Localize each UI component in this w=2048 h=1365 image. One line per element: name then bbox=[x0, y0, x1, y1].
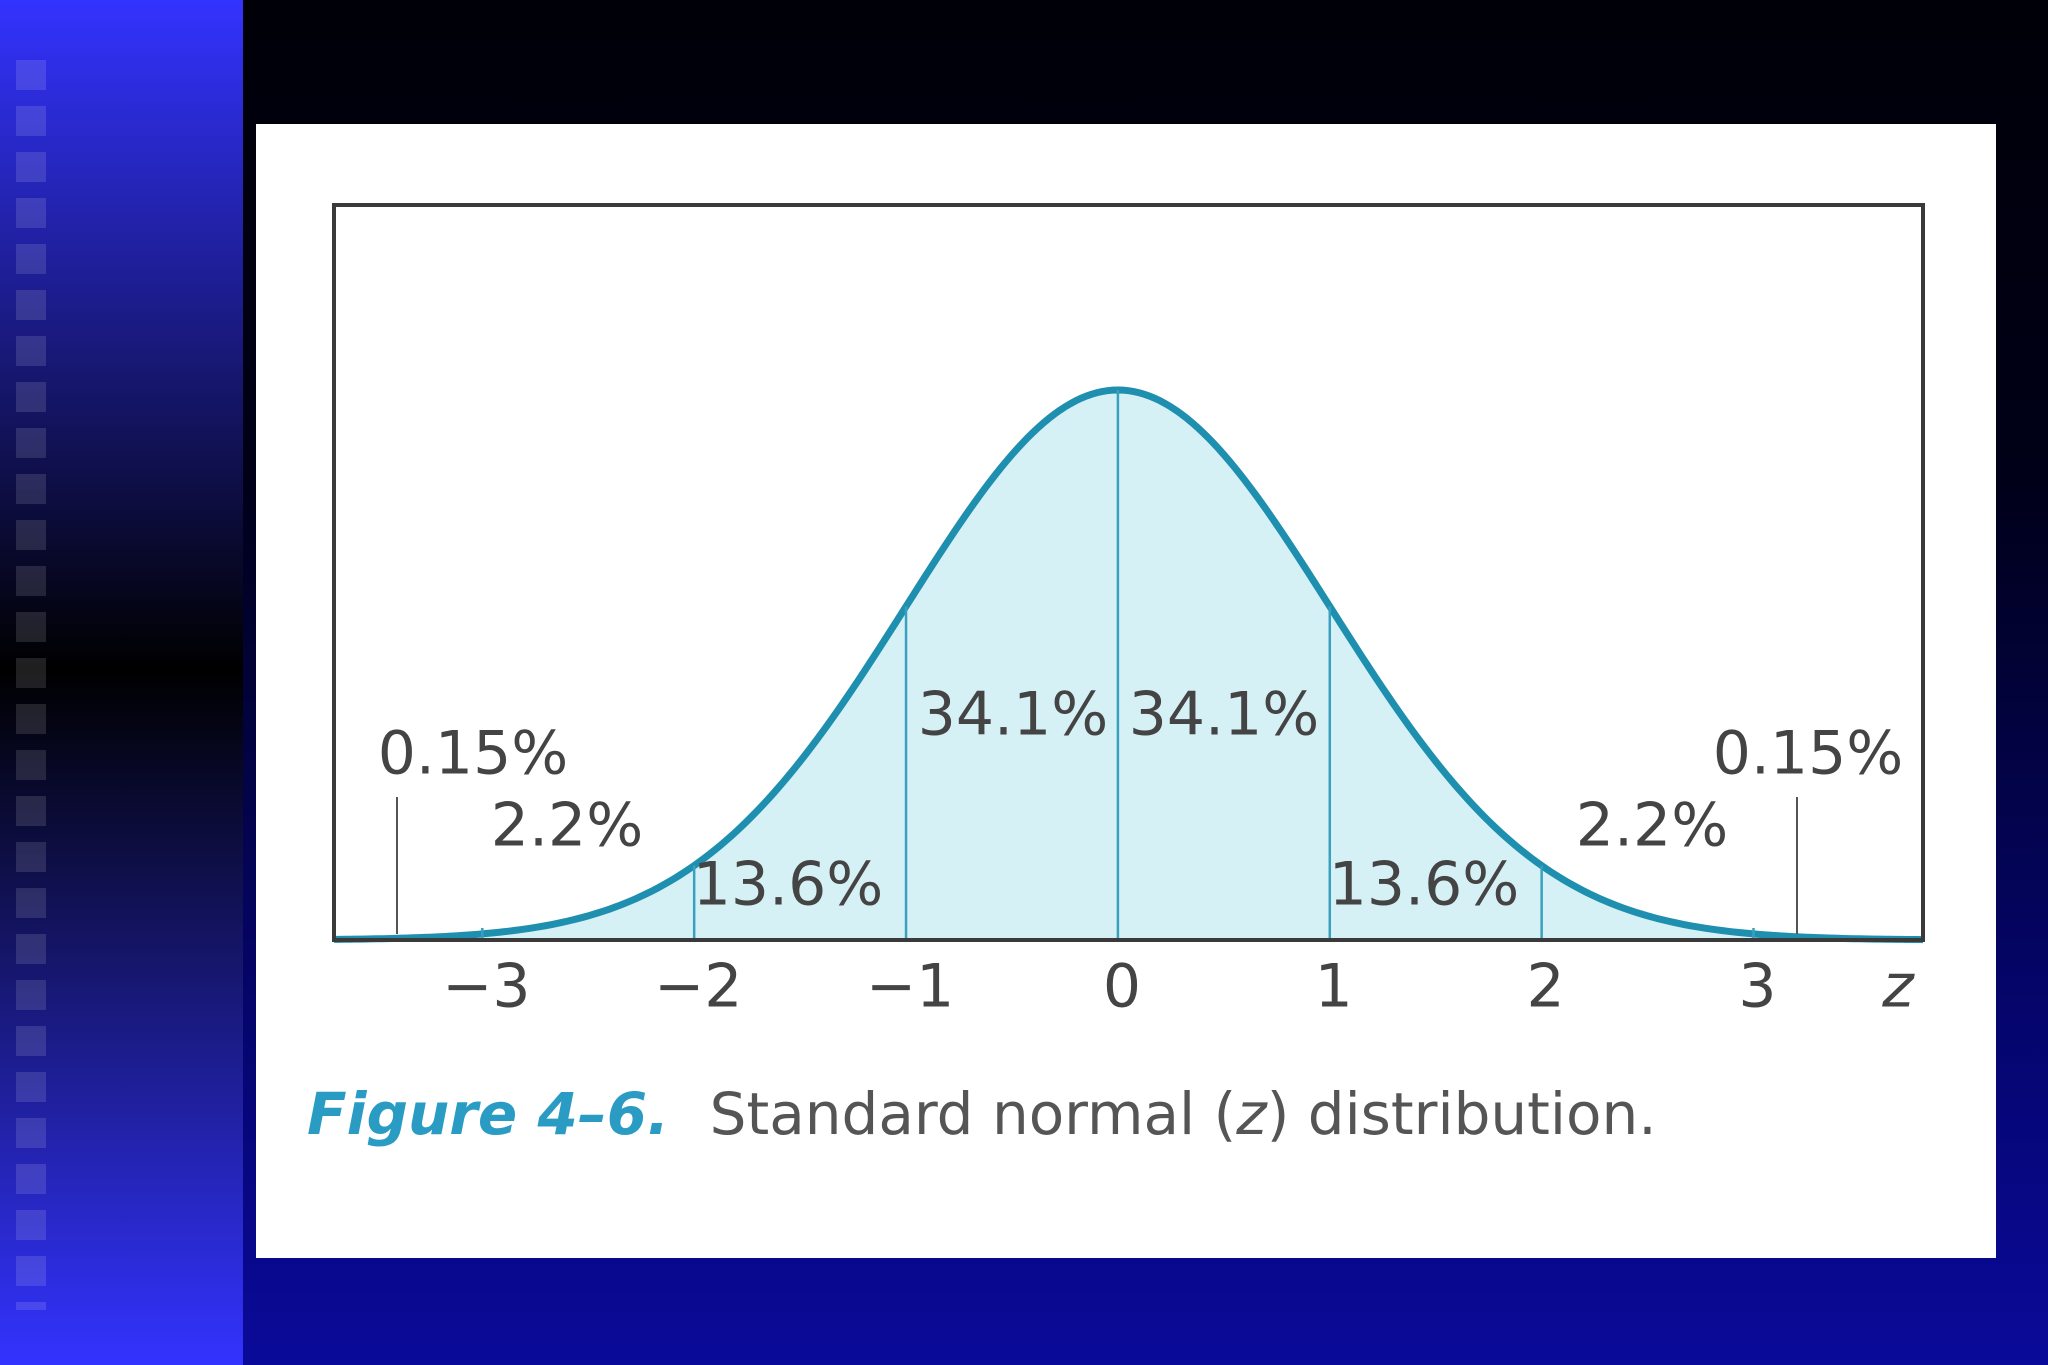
region-label: 0.15% bbox=[1713, 719, 1904, 789]
region-label: 13.6% bbox=[1329, 850, 1520, 920]
x-tick-label: −2 bbox=[654, 952, 742, 1022]
x-tick-label: 3 bbox=[1738, 952, 1776, 1022]
caption-text: z bbox=[1235, 1080, 1268, 1148]
region-label: 34.1% bbox=[918, 680, 1109, 750]
caption-label: Figure 4–6. bbox=[307, 1080, 669, 1148]
side-squares bbox=[0, 60, 60, 1310]
caption: Figure 4–6. Standard normal (z) distribu… bbox=[307, 1080, 1657, 1148]
region bbox=[482, 865, 695, 940]
region bbox=[1541, 865, 1754, 940]
density-curve bbox=[333, 386, 1924, 944]
x-tick-label: 1 bbox=[1315, 952, 1353, 1022]
x-tick-label: −1 bbox=[866, 952, 954, 1022]
region-label: 13.6% bbox=[693, 850, 884, 920]
caption-text: Standard normal ( bbox=[710, 1080, 1237, 1148]
x-tick-label: 2 bbox=[1527, 952, 1565, 1022]
region-label: 0.15% bbox=[378, 719, 569, 789]
caption-text: ) distribution. bbox=[1267, 1080, 1657, 1148]
region-label: 2.2% bbox=[1576, 791, 1728, 861]
plot-frame bbox=[332, 203, 1925, 942]
x-tick-label: −3 bbox=[442, 952, 530, 1022]
region-label: 2.2% bbox=[491, 791, 643, 861]
plot: −3 −2 −1 0 1 2 3 z0.15%2.2%13.6%34.1% 34.1%13.6%… bbox=[333, 386, 1924, 1022]
x-tick-label: 0 bbox=[1103, 952, 1141, 1022]
region-label: 34.1% bbox=[1129, 680, 1320, 750]
x-axis-label: z bbox=[1881, 952, 1915, 1022]
